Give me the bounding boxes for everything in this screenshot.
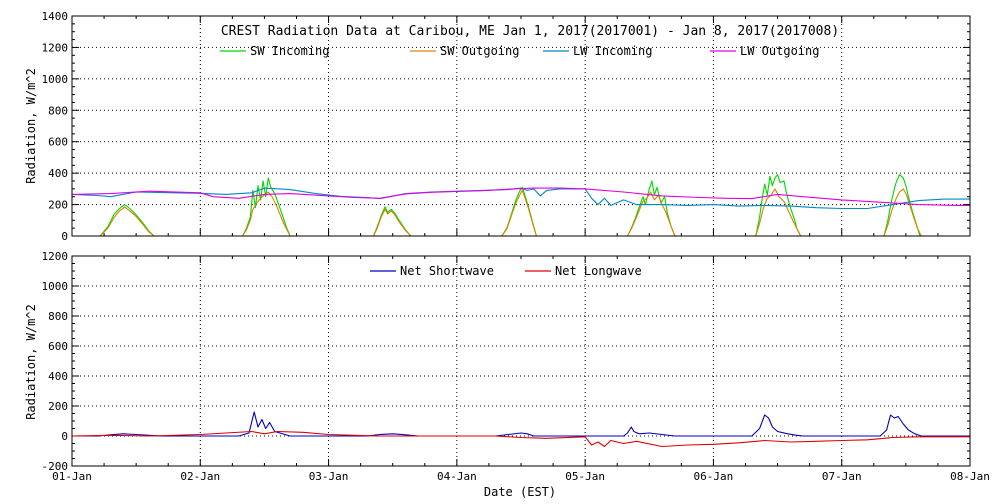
bottom-ytick-label: 1200 (42, 250, 69, 263)
bottom-panel: -200 0 200 400 600 800 1000 1200 01-Jan 02-Jan 03-… (42, 250, 990, 483)
legend-label-net-longwave: Net Longwave (555, 264, 642, 278)
top-ytick-label: 1400 (42, 10, 69, 23)
x-tick-label: 08-Jan (950, 470, 990, 483)
top-panel: 0 200 400 600 800 1000 1200 1400 SW Incoming SW O… (42, 10, 971, 243)
legend-label-lw-incoming: LW Incoming (573, 44, 652, 58)
series-sw-outgoing (72, 188, 970, 237)
bottom-ytick-label: 0 (61, 430, 68, 443)
series-net-shortwave (72, 411, 970, 437)
series-lw-outgoing (71, 187, 970, 206)
legend-label-net-shortwave: Net Shortwave (400, 264, 494, 278)
x-tick-label: 06-Jan (694, 470, 734, 483)
x-tick-label: 04-Jan (437, 470, 477, 483)
bottom-ytick-label: 800 (48, 310, 68, 323)
top-ytick-label: 800 (48, 104, 68, 117)
x-tick-label: 05-Jan (565, 470, 605, 483)
series-lw-incoming (71, 187, 970, 210)
top-ytick-label: 0 (61, 230, 68, 243)
top-ytick-label: 1000 (42, 73, 69, 86)
bottom-ytick-label: 200 (48, 400, 68, 413)
x-axis-label: Date (EST) (484, 485, 556, 499)
legend-label-lw-outgoing: LW Outgoing (740, 44, 819, 58)
top-plot-frame (71, 15, 971, 237)
legend-label-sw-outgoing: SW Outgoing (440, 44, 519, 58)
bottom-plot-frame (71, 255, 971, 467)
top-ytick-label: 1200 (42, 41, 69, 54)
bottom-y-axis-label: Radiation, W/m^2 (24, 304, 38, 420)
series-net-longwave (71, 430, 970, 448)
top-y-axis-label: Radiation, W/m^2 (24, 68, 38, 184)
x-tick-label: 03-Jan (309, 470, 349, 483)
x-tick-label: 02-Jan (180, 470, 220, 483)
bottom-ytick-label: 600 (48, 340, 68, 353)
bottom-ytick-label: 1000 (42, 280, 69, 293)
x-tick-label: 01-Jan (52, 470, 92, 483)
top-ytick-label: 600 (48, 136, 68, 149)
top-ytick-label: 400 (48, 167, 68, 180)
top-ytick-label: 200 (48, 199, 68, 212)
bottom-ytick-label: 400 (48, 370, 68, 383)
x-tick-label: 07-Jan (822, 470, 862, 483)
bottom-ytick-label: -200 (42, 460, 69, 473)
chart-title: CREST Radiation Data at Caribou, ME Jan … (221, 24, 839, 39)
legend-label-sw-incoming: SW Incoming (250, 44, 329, 58)
series-sw-incoming (72, 174, 970, 237)
